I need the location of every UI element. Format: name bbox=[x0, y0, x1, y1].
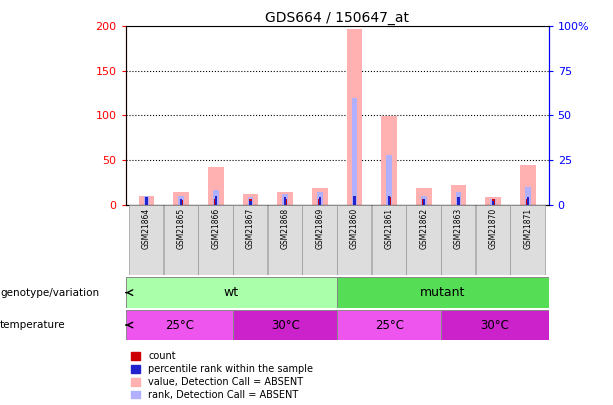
Bar bbox=[353, 197, 356, 205]
FancyBboxPatch shape bbox=[126, 310, 233, 340]
Text: GSM21866: GSM21866 bbox=[211, 208, 220, 249]
Text: 30°C: 30°C bbox=[271, 318, 300, 332]
FancyBboxPatch shape bbox=[164, 205, 198, 275]
Bar bbox=[421, 196, 427, 205]
Bar bbox=[485, 197, 501, 205]
Bar bbox=[145, 197, 148, 205]
FancyBboxPatch shape bbox=[126, 277, 337, 308]
Bar bbox=[248, 197, 253, 205]
FancyBboxPatch shape bbox=[129, 205, 163, 275]
Text: GSM21871: GSM21871 bbox=[524, 208, 532, 249]
Bar bbox=[178, 196, 184, 205]
Text: GSM21865: GSM21865 bbox=[177, 208, 186, 249]
Bar bbox=[180, 199, 182, 205]
Bar bbox=[243, 194, 258, 205]
Bar bbox=[525, 187, 531, 205]
FancyBboxPatch shape bbox=[337, 277, 549, 308]
Text: genotype/variation: genotype/variation bbox=[0, 288, 99, 298]
Bar bbox=[173, 192, 189, 205]
Bar bbox=[317, 192, 322, 205]
Bar bbox=[249, 201, 251, 205]
FancyBboxPatch shape bbox=[337, 310, 441, 340]
FancyBboxPatch shape bbox=[302, 205, 337, 275]
FancyBboxPatch shape bbox=[406, 205, 441, 275]
FancyBboxPatch shape bbox=[233, 205, 267, 275]
Bar bbox=[423, 199, 425, 205]
Bar bbox=[457, 197, 460, 205]
Legend: count, percentile rank within the sample, value, Detection Call = ABSENT, rank, : count, percentile rank within the sample… bbox=[131, 352, 313, 400]
FancyBboxPatch shape bbox=[233, 310, 337, 340]
Text: mutant: mutant bbox=[420, 286, 466, 299]
Bar bbox=[143, 196, 150, 205]
Bar bbox=[416, 188, 432, 205]
Bar bbox=[527, 199, 530, 205]
FancyBboxPatch shape bbox=[372, 205, 406, 275]
Bar bbox=[490, 199, 496, 205]
Bar bbox=[249, 199, 252, 205]
Title: GDS664 / 150647_at: GDS664 / 150647_at bbox=[265, 11, 409, 25]
FancyBboxPatch shape bbox=[268, 205, 302, 275]
FancyBboxPatch shape bbox=[441, 205, 475, 275]
Text: GSM21862: GSM21862 bbox=[419, 208, 428, 249]
Bar bbox=[422, 199, 425, 205]
Bar bbox=[284, 199, 287, 205]
Text: GSM21864: GSM21864 bbox=[142, 208, 151, 249]
Bar bbox=[312, 188, 327, 205]
Bar bbox=[455, 192, 462, 205]
Bar bbox=[139, 196, 154, 205]
Bar bbox=[492, 201, 494, 205]
Bar bbox=[208, 167, 224, 205]
Bar bbox=[318, 199, 321, 205]
Bar bbox=[277, 192, 293, 205]
FancyBboxPatch shape bbox=[476, 205, 510, 275]
Bar bbox=[352, 98, 357, 205]
Bar bbox=[388, 196, 390, 205]
FancyBboxPatch shape bbox=[337, 205, 371, 275]
Text: 30°C: 30°C bbox=[481, 318, 509, 332]
Text: GSM21863: GSM21863 bbox=[454, 208, 463, 249]
Text: GSM21867: GSM21867 bbox=[246, 208, 255, 249]
Bar bbox=[284, 197, 286, 205]
Text: GSM21868: GSM21868 bbox=[281, 208, 290, 249]
Bar bbox=[180, 200, 183, 205]
Bar bbox=[213, 190, 219, 205]
Text: GSM21860: GSM21860 bbox=[350, 208, 359, 249]
Bar bbox=[457, 199, 460, 205]
Text: GSM21861: GSM21861 bbox=[384, 208, 394, 249]
Bar bbox=[283, 194, 288, 205]
Text: wt: wt bbox=[224, 286, 239, 299]
Bar bbox=[215, 196, 217, 205]
Bar bbox=[347, 29, 362, 205]
Text: temperature: temperature bbox=[0, 320, 66, 330]
Bar bbox=[215, 199, 218, 205]
Bar bbox=[492, 199, 495, 205]
Bar bbox=[354, 196, 356, 205]
Bar bbox=[451, 185, 466, 205]
Text: 25°C: 25°C bbox=[375, 318, 403, 332]
Bar bbox=[520, 165, 536, 205]
Bar bbox=[527, 197, 529, 205]
Bar bbox=[381, 116, 397, 205]
Text: GSM21869: GSM21869 bbox=[315, 208, 324, 249]
Text: GSM21870: GSM21870 bbox=[489, 208, 498, 249]
Text: 25°C: 25°C bbox=[165, 318, 194, 332]
FancyBboxPatch shape bbox=[199, 205, 233, 275]
FancyBboxPatch shape bbox=[511, 205, 545, 275]
Bar bbox=[319, 197, 321, 205]
Bar bbox=[145, 197, 148, 205]
Bar bbox=[386, 155, 392, 205]
FancyBboxPatch shape bbox=[441, 310, 549, 340]
Bar bbox=[387, 197, 390, 205]
